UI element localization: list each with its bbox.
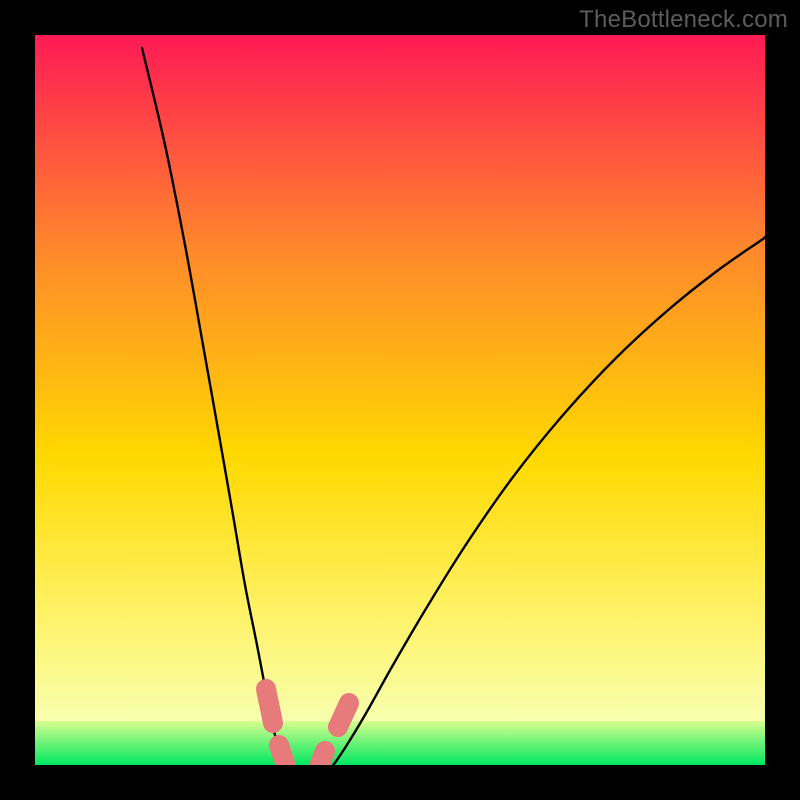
gradient-background [35, 35, 765, 765]
watermark-text: TheBottleneck.com [579, 6, 788, 34]
chart-frame [35, 35, 765, 765]
green-band [35, 721, 765, 765]
chart-stage: TheBottleneck.com [0, 0, 800, 800]
